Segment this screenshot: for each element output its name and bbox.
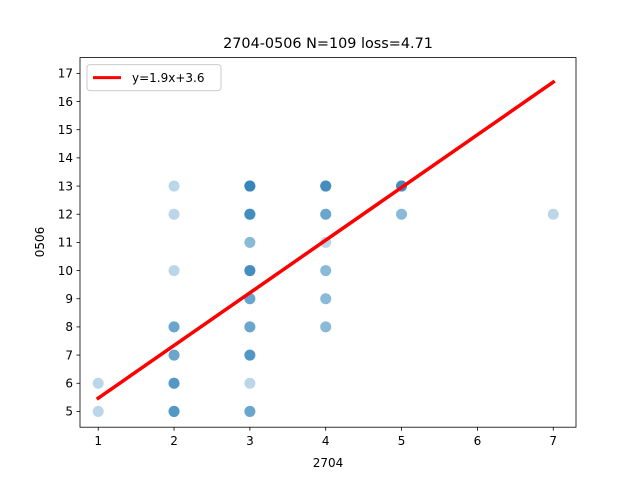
data-point xyxy=(244,405,256,417)
x-tick-label: 5 xyxy=(398,434,406,448)
data-point xyxy=(244,265,256,277)
data-point xyxy=(244,180,256,192)
data-point xyxy=(320,265,332,277)
data-point xyxy=(244,208,256,220)
data-point xyxy=(168,349,180,361)
data-point xyxy=(92,377,104,389)
x-axis-ticks: 1 2 3 4 5 6 7 xyxy=(94,427,557,448)
data-point xyxy=(244,208,256,220)
data-point xyxy=(168,321,180,333)
fit-line xyxy=(95,79,556,401)
data-point xyxy=(168,208,180,220)
x-tick-label: 2 xyxy=(170,434,178,448)
data-point xyxy=(244,265,256,277)
y-axis-ticks: 5 6 7 8 9 10 11 12 13 14 15 16 17 xyxy=(58,67,80,419)
data-point xyxy=(168,405,180,417)
data-point xyxy=(244,349,256,361)
y-tick-label: 8 xyxy=(65,320,73,334)
y-tick-label: 15 xyxy=(58,123,73,137)
data-point xyxy=(168,377,180,389)
legend: y=1.9x+3.6 xyxy=(86,64,222,92)
data-point xyxy=(244,236,256,248)
data-point xyxy=(244,208,256,220)
data-point xyxy=(320,180,332,192)
data-point xyxy=(244,349,256,361)
data-point xyxy=(168,377,180,389)
data-point xyxy=(320,321,332,333)
data-point xyxy=(320,180,332,192)
data-point xyxy=(244,180,256,192)
data-point xyxy=(320,208,332,220)
data-point xyxy=(168,405,180,417)
y-tick-label: 9 xyxy=(65,292,73,306)
data-point xyxy=(244,180,256,192)
data-point xyxy=(168,349,180,361)
data-point xyxy=(168,377,180,389)
data-point xyxy=(168,405,180,417)
y-tick-label: 6 xyxy=(65,377,73,391)
data-point xyxy=(320,321,332,333)
x-tick-label: 4 xyxy=(322,434,330,448)
data-point xyxy=(244,208,256,220)
y-tick-label: 12 xyxy=(58,208,73,222)
data-point xyxy=(396,208,408,220)
data-point xyxy=(168,265,180,277)
data-point xyxy=(244,208,256,220)
data-point xyxy=(92,405,104,417)
data-point xyxy=(320,180,332,192)
data-point xyxy=(168,405,180,417)
data-point xyxy=(320,208,332,220)
data-point xyxy=(244,321,256,333)
y-tick-label: 7 xyxy=(65,348,73,362)
data-point xyxy=(244,405,256,417)
data-point xyxy=(244,377,256,389)
data-point xyxy=(168,321,180,333)
data-point xyxy=(168,349,180,361)
data-point xyxy=(244,321,256,333)
x-tick-label: 1 xyxy=(94,434,102,448)
data-point xyxy=(244,405,256,417)
data-point xyxy=(168,180,180,192)
data-point xyxy=(320,293,332,305)
y-tick-label: 10 xyxy=(58,264,73,278)
data-point xyxy=(320,180,332,192)
y-tick-label: 16 xyxy=(58,95,73,109)
data-point xyxy=(547,208,559,220)
y-axis-label: 0506 xyxy=(33,227,47,258)
data-point xyxy=(244,265,256,277)
data-point xyxy=(168,321,180,333)
data-point xyxy=(244,265,256,277)
data-point xyxy=(244,180,256,192)
data-point xyxy=(320,180,332,192)
data-point xyxy=(244,349,256,361)
chart-title: 2704-0506 N=109 loss=4.71 xyxy=(223,36,433,52)
data-point xyxy=(244,180,256,192)
data-point xyxy=(320,208,332,220)
data-point xyxy=(396,208,408,220)
y-tick-label: 13 xyxy=(58,179,73,193)
fit-line-layer xyxy=(95,79,556,401)
y-tick-label: 5 xyxy=(65,405,73,419)
y-tick-label: 11 xyxy=(58,236,73,250)
data-point xyxy=(320,293,332,305)
x-tick-label: 3 xyxy=(246,434,254,448)
y-tick-label: 14 xyxy=(58,151,73,165)
data-point xyxy=(244,321,256,333)
x-tick-label: 7 xyxy=(549,434,557,448)
legend-box xyxy=(86,64,222,92)
data-point xyxy=(244,236,256,248)
x-tick-label: 6 xyxy=(474,434,482,448)
y-tick-label: 17 xyxy=(58,67,73,81)
data-point xyxy=(244,265,256,277)
data-point xyxy=(168,377,180,389)
x-axis-label: 2704 xyxy=(313,456,344,470)
legend-fit-line-label: y=1.9x+3.6 xyxy=(132,71,204,85)
data-point xyxy=(244,349,256,361)
data-point xyxy=(244,180,256,192)
data-point xyxy=(320,265,332,277)
